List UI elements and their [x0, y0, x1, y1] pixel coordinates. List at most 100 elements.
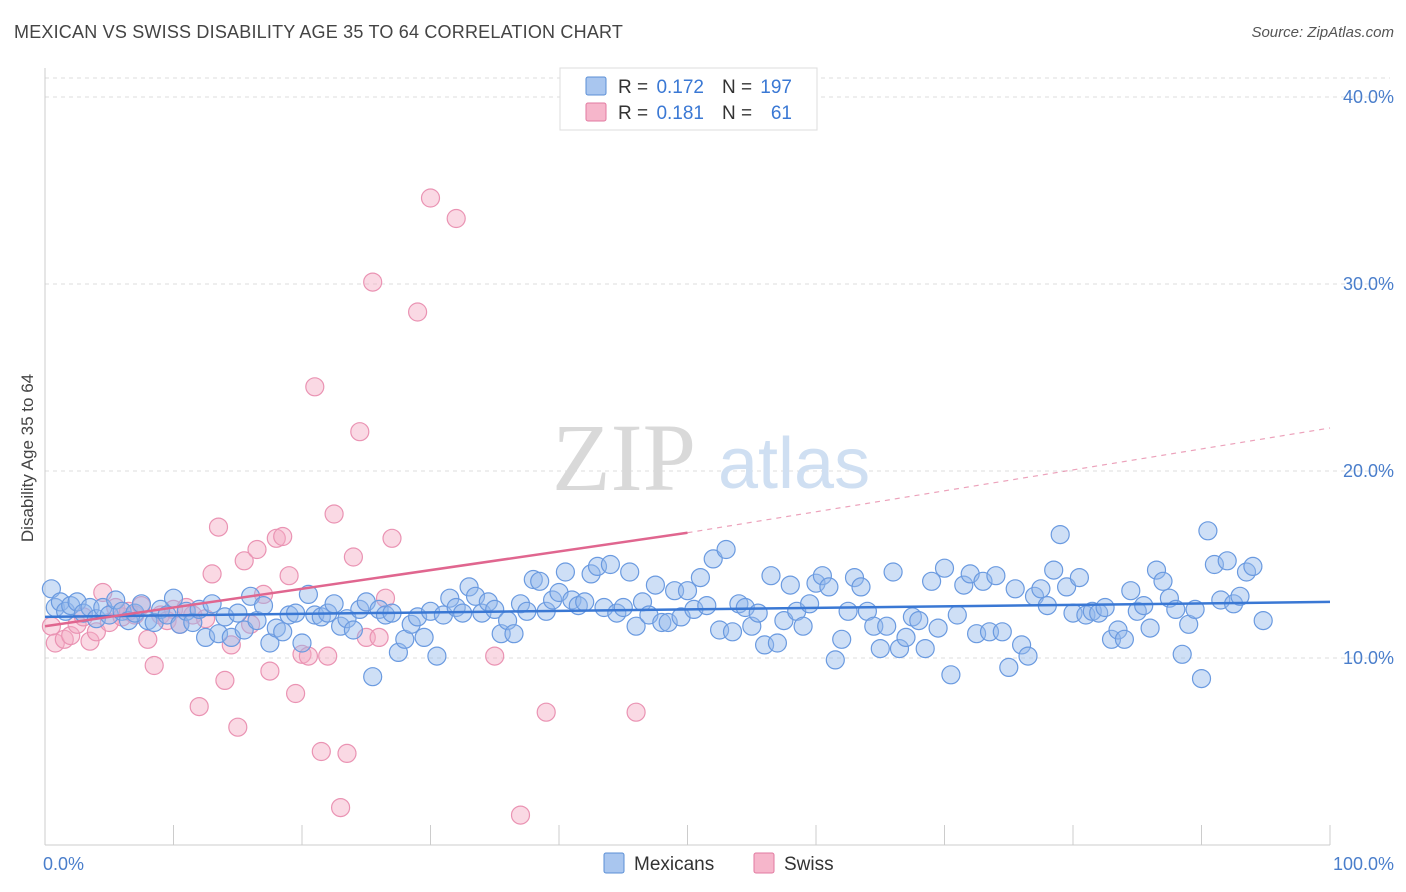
swiss-point: [382, 528, 402, 548]
legend-r-value: 0.181: [656, 103, 704, 124]
mexican-point: [555, 562, 576, 582]
swiss-point: [208, 517, 229, 537]
swiss-point: [305, 377, 325, 397]
swiss-point: [279, 566, 299, 586]
mexican-point: [1243, 556, 1263, 577]
legend-n-value: 61: [771, 103, 792, 124]
mexican-point: [324, 594, 344, 614]
y-tick-label: 30.0%: [1343, 274, 1394, 294]
mexican-point: [1082, 601, 1102, 621]
mexican-point: [600, 554, 621, 575]
swiss-point: [311, 741, 331, 762]
legend-swatch-swiss: [585, 102, 607, 122]
swiss-point: [221, 635, 241, 655]
swiss-point: [61, 625, 81, 646]
mexican-point: [883, 562, 903, 582]
swiss-point: [318, 646, 338, 666]
mexican-point: [844, 567, 865, 588]
swiss-point: [420, 188, 441, 208]
mexican-point: [1005, 579, 1025, 599]
mexican-point: [896, 627, 916, 648]
mexican-point: [459, 577, 479, 597]
swiss-point: [536, 702, 556, 722]
chart-title: MEXICAN VS SWISS DISABILITY AGE 35 TO 64…: [14, 22, 624, 42]
mexican-point: [652, 612, 672, 633]
mexican-point: [50, 592, 71, 612]
mexican-point: [1050, 524, 1070, 545]
y-tick-labels: 10.0% 20.0% 30.0% 40.0%: [1343, 87, 1394, 668]
bottom-legend-swatch-mexicans: [603, 852, 625, 874]
y-tick-label: 20.0%: [1343, 461, 1394, 481]
mexican-point: [523, 569, 543, 590]
legend-r-value: 0.172: [656, 77, 704, 98]
legend-r-label: R =: [618, 103, 648, 124]
swiss-point: [228, 717, 248, 737]
swiss-point: [510, 805, 531, 825]
mexican-point: [915, 638, 935, 659]
legend-swatch-mexicans: [585, 76, 607, 96]
mexican-point: [106, 590, 126, 610]
mexican-point: [266, 618, 286, 638]
mexican-point: [1230, 586, 1250, 606]
mexican-point: [1191, 668, 1212, 689]
legend-n-label: N =: [722, 103, 752, 124]
mexican-point: [921, 571, 942, 591]
mexican-point: [1217, 551, 1237, 571]
chart-source: Source: ZipAtlas.com: [1251, 24, 1394, 41]
swiss-point: [369, 627, 389, 648]
mexican-point: [1185, 599, 1205, 620]
mexican-point: [375, 605, 396, 625]
swiss-point: [234, 551, 254, 571]
mexican-point: [832, 629, 852, 649]
grid-lines: [45, 77, 1390, 659]
watermark: ZIP atlas: [552, 404, 870, 511]
mexican-point: [208, 624, 229, 644]
mexican-point: [1108, 620, 1128, 640]
mexican-point: [716, 539, 736, 560]
mexican-point: [889, 638, 910, 659]
mexican-point: [1134, 595, 1154, 616]
mexican-point: [331, 616, 351, 636]
trend-lines: [44, 427, 1331, 628]
bottom-legend-swatch-swiss: [753, 852, 775, 874]
mexican-point: [594, 597, 614, 618]
mexican-point: [1095, 597, 1115, 618]
bottom-legend-label-mexicans: Mexicans: [634, 854, 714, 875]
mexican-point: [999, 657, 1019, 678]
y-tick-label: 10.0%: [1343, 648, 1394, 668]
swiss-point: [54, 629, 74, 649]
mexican-point: [234, 620, 254, 640]
mexican-point: [1140, 618, 1160, 638]
mexican-point: [1044, 560, 1064, 580]
swiss-point: [202, 564, 222, 584]
mexican-point: [947, 605, 967, 625]
mexican-point: [504, 624, 524, 644]
mexican-point: [722, 622, 743, 642]
swiss-point: [144, 655, 164, 676]
mexican-point: [838, 601, 858, 621]
swiss-point: [331, 797, 351, 818]
mexican-point: [1153, 571, 1173, 591]
mexican-point: [228, 603, 248, 623]
mexican-point: [954, 575, 974, 595]
mexican-point: [401, 614, 421, 634]
mexican-point: [986, 566, 1006, 586]
swiss-point: [626, 702, 646, 722]
mexican-point: [1011, 635, 1032, 655]
mexican-point: [1198, 521, 1218, 541]
mexican-point: [485, 599, 505, 620]
mexican-point: [510, 594, 531, 614]
series-legend: Mexicans Swiss: [603, 852, 834, 875]
mexican-point: [427, 646, 447, 666]
swiss-point: [215, 670, 235, 691]
mexican-point: [1146, 560, 1167, 580]
swiss-point: [292, 644, 312, 664]
mexican-point: [1204, 554, 1225, 575]
mexican-point: [819, 577, 839, 597]
mexican-point: [851, 577, 871, 597]
swiss-trend-extension: [687, 427, 1331, 534]
mexican-point: [414, 627, 434, 648]
swiss-point: [324, 504, 344, 524]
swiss-point: [446, 208, 466, 229]
